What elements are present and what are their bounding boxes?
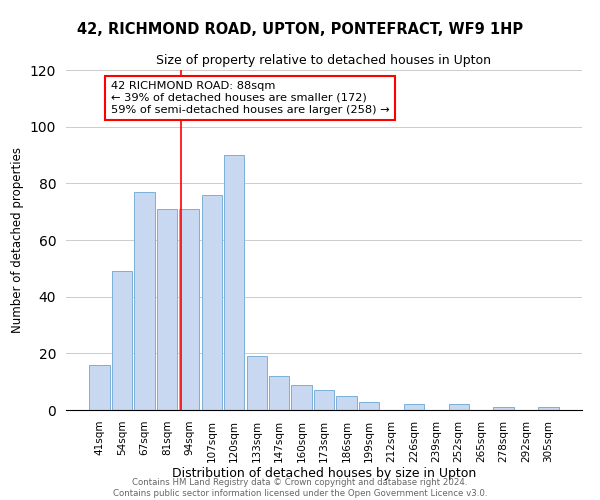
Bar <box>314 390 334 410</box>
Bar <box>359 402 379 410</box>
Bar <box>449 404 469 410</box>
Text: 42 RICHMOND ROAD: 88sqm
← 39% of detached houses are smaller (172)
59% of semi-d: 42 RICHMOND ROAD: 88sqm ← 39% of detache… <box>111 82 389 114</box>
Bar <box>404 404 424 410</box>
Bar <box>202 194 222 410</box>
Bar <box>89 364 110 410</box>
Y-axis label: Number of detached properties: Number of detached properties <box>11 147 25 333</box>
Bar <box>134 192 155 410</box>
Text: Contains HM Land Registry data © Crown copyright and database right 2024.
Contai: Contains HM Land Registry data © Crown c… <box>113 478 487 498</box>
Text: 42, RICHMOND ROAD, UPTON, PONTEFRACT, WF9 1HP: 42, RICHMOND ROAD, UPTON, PONTEFRACT, WF… <box>77 22 523 38</box>
Bar <box>269 376 289 410</box>
Bar <box>179 209 199 410</box>
Title: Size of property relative to detached houses in Upton: Size of property relative to detached ho… <box>157 54 491 68</box>
Bar <box>538 407 559 410</box>
Bar <box>493 407 514 410</box>
Bar <box>224 155 244 410</box>
X-axis label: Distribution of detached houses by size in Upton: Distribution of detached houses by size … <box>172 468 476 480</box>
Bar <box>157 209 177 410</box>
Bar <box>112 271 132 410</box>
Bar <box>247 356 267 410</box>
Bar <box>292 384 311 410</box>
Bar <box>337 396 356 410</box>
